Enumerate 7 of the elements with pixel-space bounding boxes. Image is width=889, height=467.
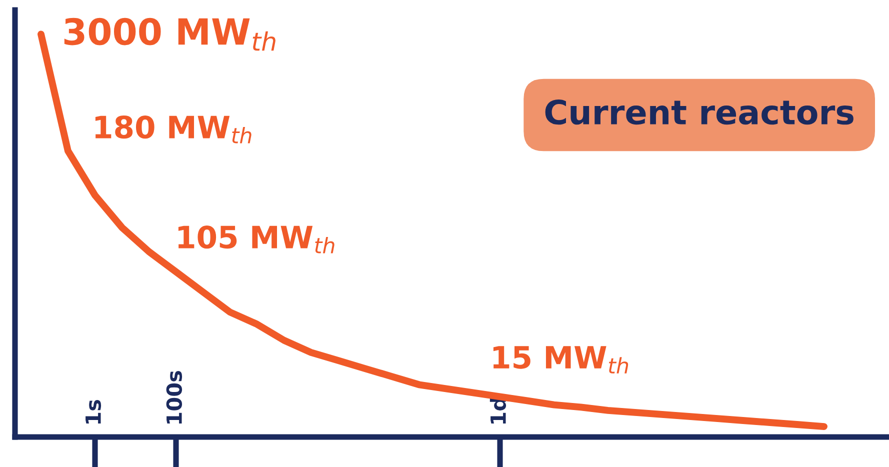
annotation: 15 MW$_{th}$ [493,346,628,374]
annotation: 180 MW$_{th}$ [95,116,252,144]
x-tick-label: 100s [166,370,182,424]
annotation: 3000 MW$_{th}$ [64,18,276,51]
annotation: Current reactors [545,99,854,125]
annotation: 105 MW$_{th}$ [178,226,334,254]
x-tick-label: 1s [86,400,102,424]
